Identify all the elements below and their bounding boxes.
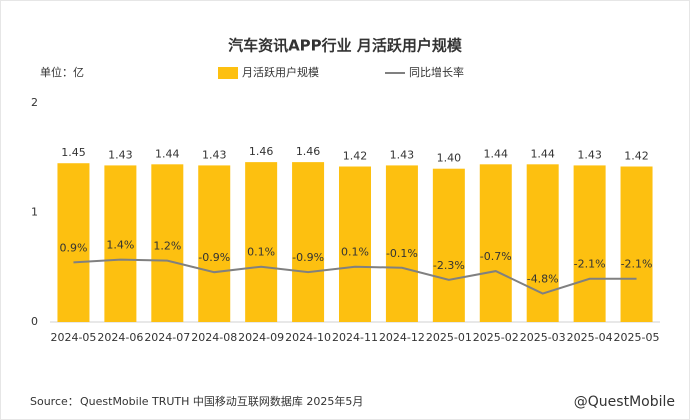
line-value-label: 1.4% [106, 239, 134, 252]
bar [245, 162, 278, 322]
line-value-label: -2.1% [574, 258, 606, 271]
line-value-label: 0.1% [247, 246, 275, 259]
bar-value-label: 1.44 [484, 147, 509, 160]
watermark: @QuestMobile [574, 394, 675, 410]
bar-value-label: 1.45 [61, 146, 86, 159]
bar-value-label: 1.44 [530, 147, 555, 160]
bar [385, 165, 418, 322]
bar-value-label: 1.42 [343, 150, 368, 163]
x-tick-label: 2025-05 [614, 331, 660, 344]
source-prefix: Source： [30, 395, 79, 408]
bar [292, 162, 325, 322]
line-value-label: -0.7% [480, 250, 512, 263]
line-value-label: -2.1% [621, 258, 653, 271]
chart-title: 汽车资讯APP行业 月活跃用户规模 [228, 37, 463, 55]
bar [151, 164, 184, 322]
legend-label: 月活跃用户规模 [242, 65, 319, 79]
bar-value-label: 1.40 [437, 152, 462, 165]
bar-value-label: 1.44 [155, 147, 180, 160]
x-tick-label: 2025-01 [426, 331, 472, 344]
line-value-label: -0.9% [292, 251, 324, 264]
line-value-label: 0.1% [341, 246, 369, 259]
bar [573, 165, 606, 322]
bar-value-label: 1.46 [296, 145, 321, 158]
y-tick-label: 1 [31, 206, 38, 219]
source-brand: QuestMobile [80, 395, 149, 408]
bar-value-label: 1.46 [249, 145, 274, 158]
legend-swatch [218, 67, 238, 79]
line-value-label: 1.2% [153, 240, 181, 253]
y-tick-label: 2 [31, 96, 38, 109]
x-tick-label: 2025-04 [567, 331, 613, 344]
line-value-label: -4.8% [527, 273, 559, 286]
bar [479, 164, 512, 322]
x-tick-label: 2024-09 [238, 331, 284, 344]
bar-value-label: 1.43 [108, 148, 133, 161]
line-value-label: 0.9% [59, 241, 87, 254]
x-tick-label: 2024-08 [191, 331, 237, 344]
bar-value-label: 1.43 [390, 148, 415, 161]
x-tick-label: 2025-03 [520, 331, 566, 344]
x-tick-label: 2024-11 [332, 331, 378, 344]
bar [339, 166, 371, 322]
line [73, 258, 637, 295]
x-tick-label: 2025-02 [473, 331, 519, 344]
bar [620, 166, 653, 322]
x-tick-label: 2024-10 [285, 331, 331, 344]
source-text: TRUTH 中国移动互联网数据库 2025年5月 [151, 394, 363, 408]
line-value-label: -0.1% [386, 247, 418, 260]
bar [104, 165, 137, 322]
bar-value-label: 1.43 [202, 148, 227, 161]
x-tick-label: 2024-12 [379, 331, 425, 344]
line-value-label: -2.3% [433, 259, 465, 272]
bar [57, 163, 90, 322]
bar [432, 168, 465, 322]
x-tick-label: 2024-07 [144, 331, 190, 344]
bar [198, 165, 231, 322]
bar-value-label: 1.43 [577, 148, 602, 161]
x-tick-label: 2024-06 [97, 331, 143, 344]
unit-label: 单位：亿 [40, 65, 84, 79]
line-value-label: -0.9% [198, 251, 230, 264]
legend-label: 同比增长率 [409, 65, 464, 79]
bar [526, 164, 559, 322]
x-tick-label: 2024-05 [50, 331, 96, 344]
y-tick-label: 0 [31, 315, 38, 328]
bar-value-label: 1.42 [624, 150, 649, 163]
